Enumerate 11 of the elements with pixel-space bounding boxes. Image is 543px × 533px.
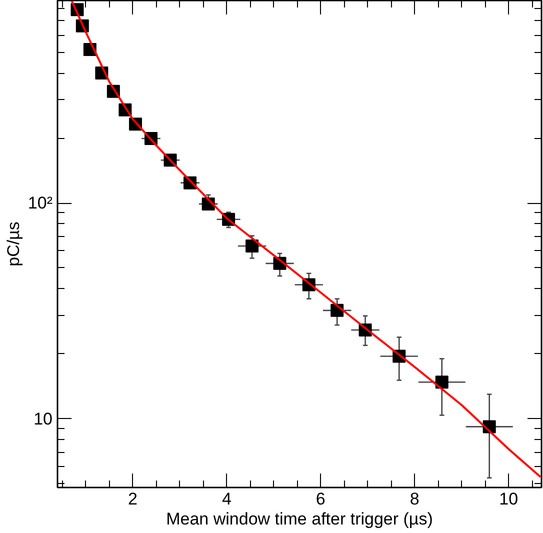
point xyxy=(246,240,259,253)
y-axis-title: pC/µs xyxy=(4,222,23,266)
x-axis-title: Mean window time after trigger (µs) xyxy=(166,510,433,528)
x-tick-label: 4 xyxy=(222,490,232,508)
x-tick-label: 8 xyxy=(410,490,420,508)
point xyxy=(435,376,448,389)
x-tick-label: 10 xyxy=(499,490,518,508)
line-series xyxy=(70,0,542,478)
x-tick-label: 6 xyxy=(316,490,326,508)
x-tick-label: 2 xyxy=(128,490,138,508)
y-tick-label: 10² xyxy=(28,194,53,212)
